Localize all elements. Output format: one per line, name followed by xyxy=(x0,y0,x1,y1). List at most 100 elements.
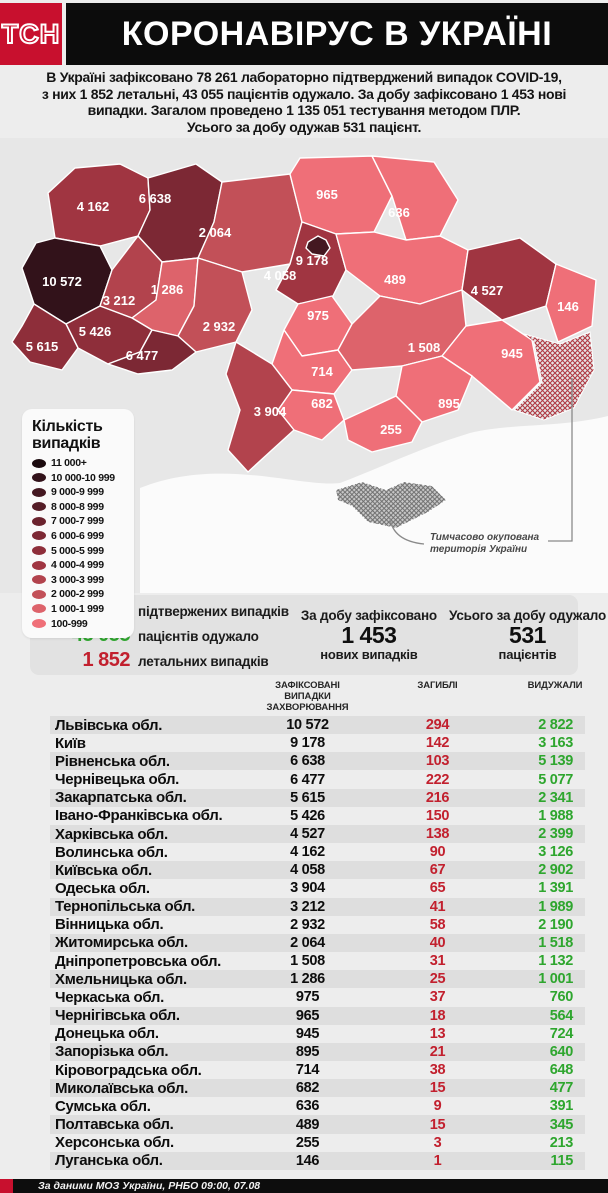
deaths-cell: 21 xyxy=(429,1043,446,1060)
column-header-deaths: ЗАГИБЛІ xyxy=(417,680,458,691)
cases-cell: 714 xyxy=(295,1062,320,1079)
cases-cell: 3 212 xyxy=(290,898,325,915)
legend-swatch xyxy=(32,589,46,599)
recovered-cell: 391 xyxy=(549,1098,574,1115)
cases-cell: 255 xyxy=(295,1134,320,1151)
recovered-cell: 1 518 xyxy=(538,934,573,951)
region-name-cell: Чернівецька обл. xyxy=(55,771,180,789)
intro-line: з них 1 852 летальні, 43 055 пацієнтів о… xyxy=(41,85,567,102)
deaths-cell: 38 xyxy=(429,1062,446,1079)
table-header-row: ЗАФІКСОВАНІ ВИПАДКИ ЗАХВОРЮВАННЯ ЗАГИБЛІ… xyxy=(50,680,585,716)
cases-cell: 6 638 xyxy=(290,753,325,770)
legend-range-label: 3 000-3 999 xyxy=(51,573,104,586)
map-region-cases-label: 2 932 xyxy=(203,319,236,334)
map-region-cases-label: 682 xyxy=(311,396,333,411)
cases-cell: 5 426 xyxy=(290,807,325,824)
legend-swatch xyxy=(32,458,46,468)
daily-recovered-title: Усього за добу одужало xyxy=(448,608,607,623)
deaths-cell: 150 xyxy=(425,807,450,824)
daily-recovered-block: Усього за добу одужало 531 пацієнтів xyxy=(449,608,606,662)
legend-swatch xyxy=(32,516,46,526)
legend-range-label: 5 000-5 999 xyxy=(51,544,104,557)
region-name-cell: Полтавська обл. xyxy=(55,1116,174,1134)
table-row: Вінницька обл. 2 932 58 2 190 xyxy=(50,916,585,934)
recovered-cell: 2 399 xyxy=(538,826,573,843)
deaths-total-label: летальних випадків xyxy=(138,653,269,669)
legend-range-label: 11 000+ xyxy=(51,457,87,469)
legend-swatch xyxy=(32,473,46,483)
recovered-cell: 3 126 xyxy=(538,844,573,861)
deaths-cell: 15 xyxy=(429,1080,446,1097)
deaths-cell: 41 xyxy=(429,898,446,915)
cases-cell: 636 xyxy=(295,1098,320,1115)
deaths-cell: 3 xyxy=(433,1134,442,1151)
recovered-cell: 2 341 xyxy=(538,789,573,806)
region-name-cell: Волинська обл. xyxy=(55,843,168,861)
legend-swatch xyxy=(32,531,46,541)
cases-cell: 965 xyxy=(295,1007,320,1024)
map-region-zakarpattia xyxy=(11,303,79,371)
deaths-cell: 67 xyxy=(429,862,446,879)
deaths-cell: 138 xyxy=(425,826,450,843)
recovered-cell: 115 xyxy=(550,1152,574,1169)
region-name-cell: Львівська обл. xyxy=(55,716,163,734)
deaths-cell: 15 xyxy=(429,1116,446,1133)
intro-line: Усього за добу одужав 531 пацієнт. xyxy=(186,118,422,135)
legend-range-label: 1 000-1 999 xyxy=(51,602,104,615)
cases-cell: 4 162 xyxy=(290,844,325,861)
occupied-donbas-hatch xyxy=(513,331,595,421)
table-row: Дніпропетровська обл. 1 508 31 1 132 xyxy=(50,952,585,970)
table-row: Чернівецька обл. 6 477 222 5 077 xyxy=(50,770,585,788)
map-region-cases-label: 255 xyxy=(380,422,402,437)
region-name-cell: Дніпропетровська обл. xyxy=(55,952,222,970)
cases-cell: 975 xyxy=(295,989,320,1006)
recovered-cell: 648 xyxy=(549,1062,574,1079)
legend-item: 2 000-2 999 xyxy=(32,588,128,600)
map-region-kherson xyxy=(343,395,423,453)
column-header-cases: ЗАФІКСОВАНІ ВИПАДКИ ЗАХВОРЮВАННЯ xyxy=(266,680,349,713)
footer-source-text: За даними МОЗ України, РНБО 09:00, 07.08 xyxy=(38,1180,261,1192)
legend-range-label: 10 000-10 999 xyxy=(51,471,115,484)
table-row: Миколаївська обл. 682 15 477 xyxy=(50,1079,585,1098)
deaths-cell: 25 xyxy=(429,971,446,988)
table-row: Запорізька обл. 895 21 640 xyxy=(50,1042,585,1061)
recovered-total-label: пацієнтів одужало xyxy=(138,628,259,644)
deaths-total-value: 1 852 xyxy=(82,648,130,671)
table-row: Кіровоградська обл. 714 38 648 xyxy=(50,1061,585,1079)
deaths-cell: 65 xyxy=(429,880,446,897)
region-name-cell: Херсонська обл. xyxy=(55,1134,174,1152)
crimea-occupied-hatch xyxy=(336,482,446,528)
daily-cases-sub: нових випадків xyxy=(320,647,418,662)
recovered-cell: 5 139 xyxy=(538,753,573,770)
legend-range-label: 6 000-6 999 xyxy=(51,529,104,542)
cases-cell: 2 064 xyxy=(290,934,325,951)
map-svg: 4 162 6 638 2 064 965 636 4 058 489 4 527 146 10 … xyxy=(0,138,608,593)
region-name-cell: Рівненська обл. xyxy=(55,752,170,770)
deaths-cell: 40 xyxy=(429,934,446,951)
map-region-cases-label: 5 615 xyxy=(26,339,59,354)
tsn-logo-text: ТСН xyxy=(1,18,61,50)
legend-swatch xyxy=(32,502,46,512)
recovered-cell: 1 391 xyxy=(538,880,573,897)
intro-line: випадки. Загалом проведено 1 135 051 тес… xyxy=(87,102,521,118)
region-name-cell: Одеська обл. xyxy=(55,879,150,897)
deaths-cell: 31 xyxy=(429,953,446,970)
table-row: Сумська обл. 636 9 391 xyxy=(50,1097,585,1115)
cases-cell: 945 xyxy=(295,1025,320,1042)
recovered-cell: 724 xyxy=(549,1025,574,1042)
legend-item: 7 000-7 999 xyxy=(32,515,128,527)
cases-cell: 146 xyxy=(295,1152,320,1169)
recovered-cell: 760 xyxy=(549,989,574,1006)
intro-line: В Україні зафіксовано 78 261 лабораторно… xyxy=(46,69,562,85)
region-name-cell: Закарпатська обл. xyxy=(55,789,187,807)
legend-range-label: 4 000-4 999 xyxy=(51,559,104,572)
footer-bar: За даними МОЗ України, РНБО 09:00, 07.08 xyxy=(0,1179,608,1193)
table-row: Чернігівська обл. 965 18 564 xyxy=(50,1006,585,1025)
region-table: Львівська обл. 10 572 294 2 822 Київ 9 178 142… xyxy=(50,716,585,1170)
region-name-cell: Донецька обл. xyxy=(55,1025,159,1043)
footer-red-accent xyxy=(0,1179,13,1193)
region-name-cell: Хмельницька обл. xyxy=(55,970,187,988)
map-region-cases-label: 3 904 xyxy=(254,404,287,419)
table-row: Житомирська обл. 2 064 40 1 518 xyxy=(50,933,585,953)
cases-cell: 895 xyxy=(295,1043,320,1060)
